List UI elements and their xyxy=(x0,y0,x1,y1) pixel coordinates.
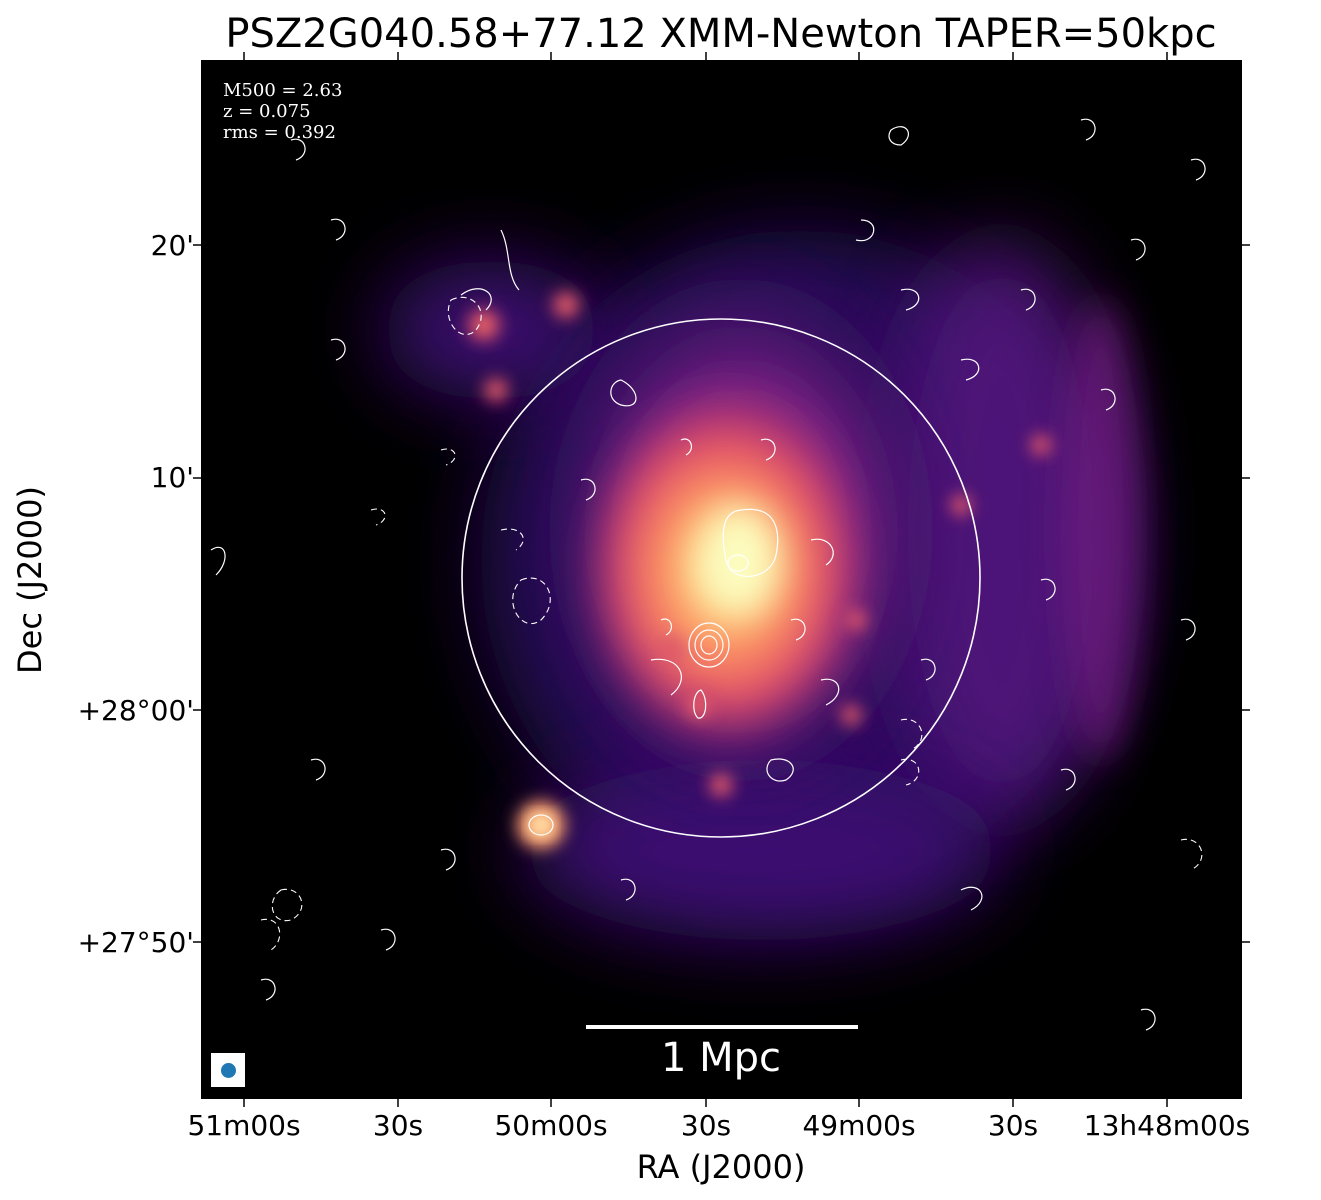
xtick-label: 50m00s xyxy=(494,1109,608,1142)
xtick-label: 30s xyxy=(372,1109,424,1142)
xtick-label: 30s xyxy=(680,1109,732,1142)
point-sources xyxy=(462,287,1055,849)
beam-indicator xyxy=(211,1053,245,1087)
rms-text: rms = 0.392 xyxy=(223,122,336,143)
scalebar xyxy=(586,1025,858,1029)
negative-contours xyxy=(260,296,1203,951)
beam-ellipse xyxy=(221,1063,236,1078)
cluster-info: M500 = 2.63 z = 0.075 rms = 0.392 xyxy=(223,80,342,143)
r500-circle xyxy=(461,318,981,838)
xray-emission-map xyxy=(210,118,1206,1031)
xtick-label: 51m00s xyxy=(187,1109,301,1142)
scalebar-label: 1 Mpc xyxy=(660,1035,782,1081)
xray-image-panel: M500 = 2.63 z = 0.075 rms = 0.392 1 Mpc xyxy=(201,60,1242,1099)
ytick-label: 20' xyxy=(150,229,194,262)
xtick-label: 49m00s xyxy=(802,1109,916,1142)
m500-text: M500 = 2.63 xyxy=(223,80,343,101)
ytick-label: +27°50' xyxy=(77,926,194,959)
radio-contours xyxy=(210,118,1206,1031)
cluster-core xyxy=(576,380,876,760)
xtick-label: 13h48m00s xyxy=(1083,1109,1251,1142)
ytick-label: +28°00' xyxy=(77,694,194,727)
figure-title: PSZ2G040.58+77.12 XMM-Newton TAPER=50kpc xyxy=(225,11,1217,57)
y-axis-label: Dec (J2000) xyxy=(11,486,49,674)
x-axis-label: RA (J2000) xyxy=(636,1148,806,1186)
redshift-text: z = 0.075 xyxy=(223,101,311,122)
xtick-label: 30s xyxy=(987,1109,1039,1142)
ytick-label: 10' xyxy=(150,461,194,494)
